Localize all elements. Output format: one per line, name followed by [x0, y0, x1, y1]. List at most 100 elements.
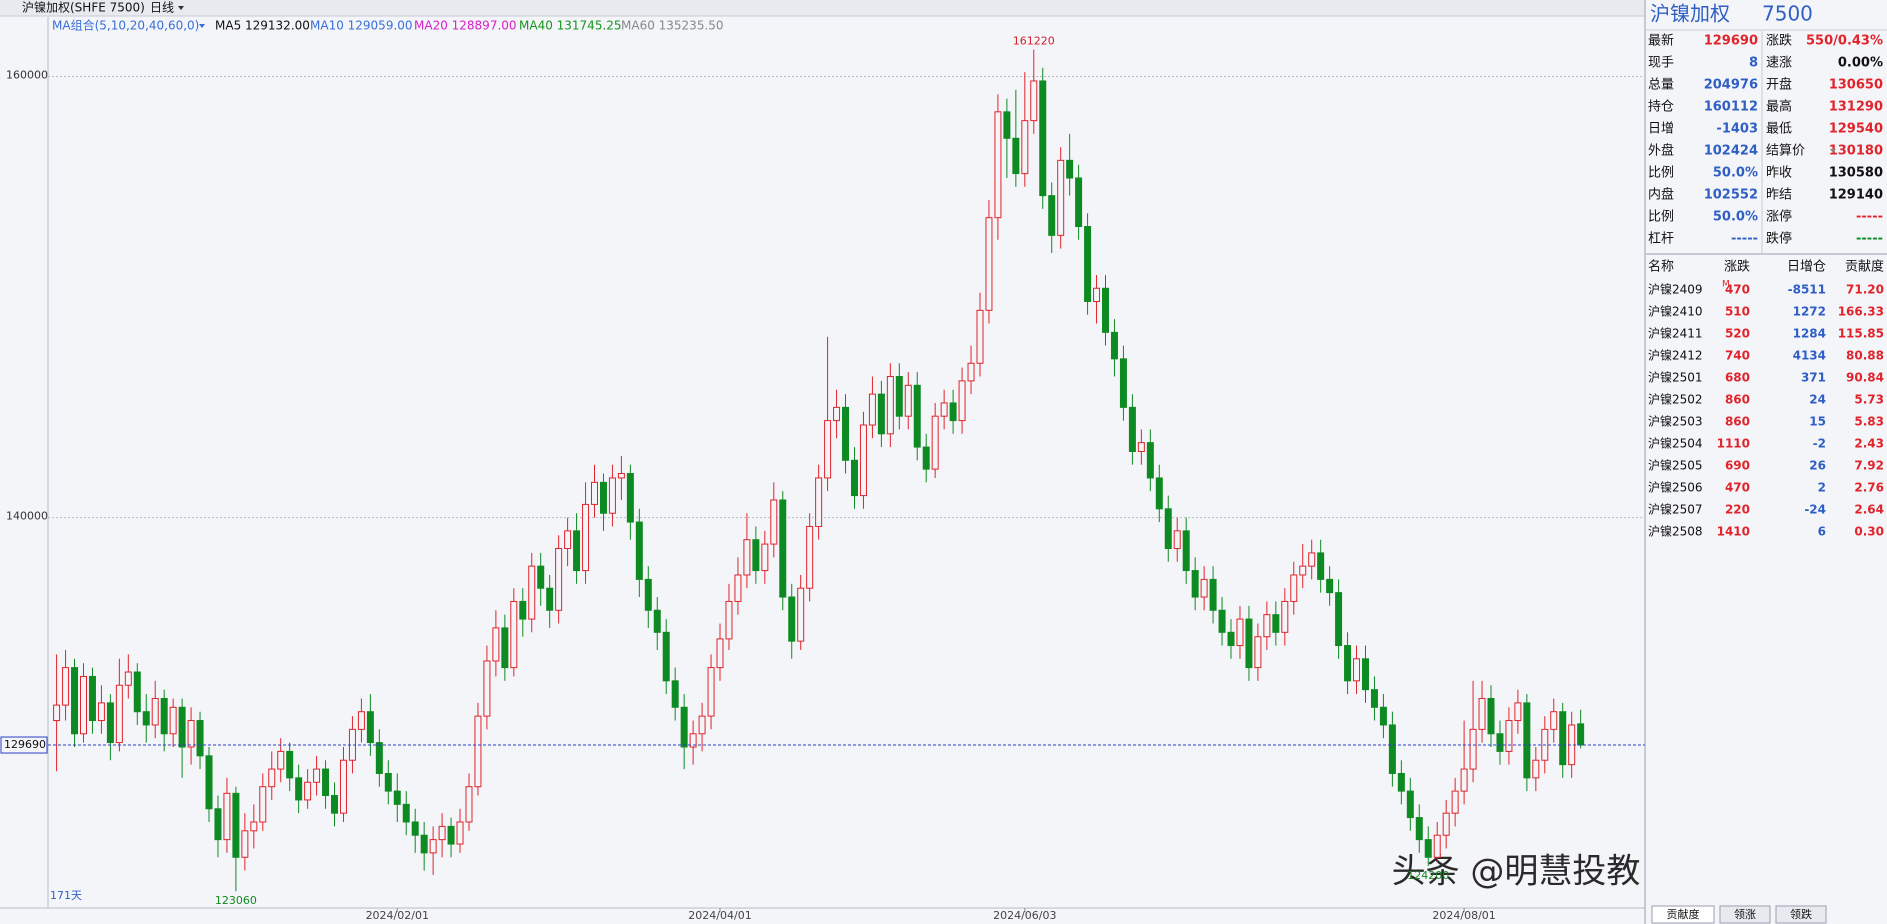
candle-body	[662, 631, 670, 682]
candle-body	[1146, 442, 1154, 479]
quote-label: 昨收	[1766, 166, 1792, 181]
candle-body	[1577, 723, 1585, 746]
candle-body	[1003, 111, 1011, 139]
table-cell[interactable]: 沪镍2409	[1648, 283, 1703, 297]
candle-body	[1254, 636, 1262, 669]
table-cell: 80.88	[1846, 349, 1884, 363]
candle-body	[1335, 592, 1343, 647]
tab[interactable]	[1719, 905, 1771, 924]
candle-body	[922, 446, 930, 470]
table-cell: 1272	[1793, 305, 1826, 319]
table-cell[interactable]: 沪镍2411	[1648, 327, 1703, 341]
candle-body	[232, 792, 240, 858]
candle-body	[429, 839, 437, 854]
candle-body	[366, 711, 374, 744]
table-cell[interactable]: 沪镍2506	[1648, 481, 1703, 495]
candle-body	[295, 777, 303, 801]
candle-body	[1093, 287, 1101, 303]
ma-group[interactable]: MA组合(5,10,20,40,60,0)	[52, 18, 199, 33]
ma-legend-item: MA10 129059.00	[310, 19, 413, 33]
symbol-title: 沪镍加权(SHFE 7500)	[22, 1, 145, 15]
table-cell[interactable]: 沪镍2501	[1648, 371, 1703, 385]
candle-body	[286, 750, 294, 779]
quote-label: 涨跌	[1766, 33, 1792, 49]
candle-body	[1119, 358, 1127, 408]
candle-body	[277, 750, 285, 770]
high-annotation: 161220	[1013, 35, 1055, 48]
candle-body	[833, 406, 841, 422]
period-selector[interactable]: 日线	[150, 1, 174, 15]
quote-value: 550/0.43%	[1806, 34, 1883, 49]
tab-label[interactable]: 领涨	[1734, 908, 1756, 921]
candle-body	[537, 565, 545, 589]
table-header: 贡献度	[1845, 259, 1884, 275]
candle-body	[716, 638, 724, 669]
period-arrow[interactable]	[178, 6, 184, 10]
candle-body	[913, 384, 921, 448]
table-cell[interactable]: 沪镍2412	[1648, 349, 1703, 363]
candle-body	[1388, 724, 1396, 774]
ma-group-arrow[interactable]	[199, 24, 205, 28]
candle-body	[331, 795, 339, 814]
candle-body	[1191, 570, 1199, 598]
quote-value: 0.00%	[1838, 56, 1883, 71]
candle-body	[1308, 552, 1316, 567]
candle-body	[142, 711, 150, 726]
candle-body	[205, 755, 213, 810]
table-header: 日增仓	[1787, 260, 1826, 275]
table-cell[interactable]: 沪镍2502	[1648, 393, 1703, 407]
tab[interactable]	[1651, 905, 1715, 924]
table-cell: -8511	[1788, 283, 1826, 297]
tab-label[interactable]: 贡献度	[1667, 907, 1700, 921]
table-cell[interactable]: 沪镍2507	[1648, 503, 1703, 517]
table-cell[interactable]: 沪镍2508	[1648, 525, 1703, 539]
candle-body	[1326, 578, 1334, 594]
quote-label: 最低	[1766, 122, 1792, 137]
candle-body	[1245, 618, 1253, 669]
candle-body	[151, 697, 159, 726]
candle-body	[1317, 552, 1325, 580]
table-cell: 5.73	[1854, 393, 1884, 407]
panel-code: 7500	[1762, 2, 1813, 26]
candle-body	[250, 821, 258, 832]
candle-body	[698, 715, 706, 735]
candle-body	[877, 393, 885, 435]
y-tick-label: 140000	[6, 510, 48, 523]
candle-body	[1487, 697, 1495, 735]
candle-body	[824, 420, 832, 479]
table-cell: 2.64	[1854, 503, 1884, 517]
candle-body	[599, 481, 607, 514]
y-tick-label: 160000	[6, 69, 48, 82]
tab-label[interactable]: 领跌	[1790, 907, 1812, 921]
table-cell[interactable]: 沪镍2410	[1648, 305, 1703, 319]
ma-legend-item: MA5 129132.00	[215, 19, 310, 33]
candle-body	[1218, 609, 1226, 633]
candle-body	[322, 768, 330, 797]
candle-body	[564, 530, 572, 550]
candle-body	[904, 384, 912, 417]
last-price-label: 129690	[4, 738, 46, 751]
candle-body	[160, 697, 168, 735]
candle-body	[842, 406, 850, 461]
table-cell: 5.83	[1854, 415, 1884, 429]
candle-body	[384, 772, 392, 792]
candle-body	[1496, 733, 1504, 752]
table-cell[interactable]: 沪镍2503	[1648, 415, 1703, 429]
candle-body	[1164, 508, 1172, 550]
tab[interactable]	[1775, 905, 1827, 924]
table-cell: 470	[1725, 481, 1750, 495]
candle-body	[797, 587, 805, 642]
table-cell: 860	[1725, 393, 1750, 407]
candle-body	[859, 424, 867, 497]
quote-label: 涨停	[1766, 209, 1792, 225]
quote-value: 160112	[1704, 100, 1758, 115]
candle-body	[608, 477, 616, 514]
table-cell[interactable]: 沪镍2504	[1648, 437, 1703, 451]
candle-body	[492, 627, 500, 662]
table-cell: 4134	[1793, 349, 1826, 363]
quote-label: 昨结	[1766, 188, 1792, 203]
table-cell[interactable]: 沪镍2505	[1648, 459, 1703, 473]
candle-body	[617, 473, 625, 479]
candle-body	[806, 525, 814, 589]
